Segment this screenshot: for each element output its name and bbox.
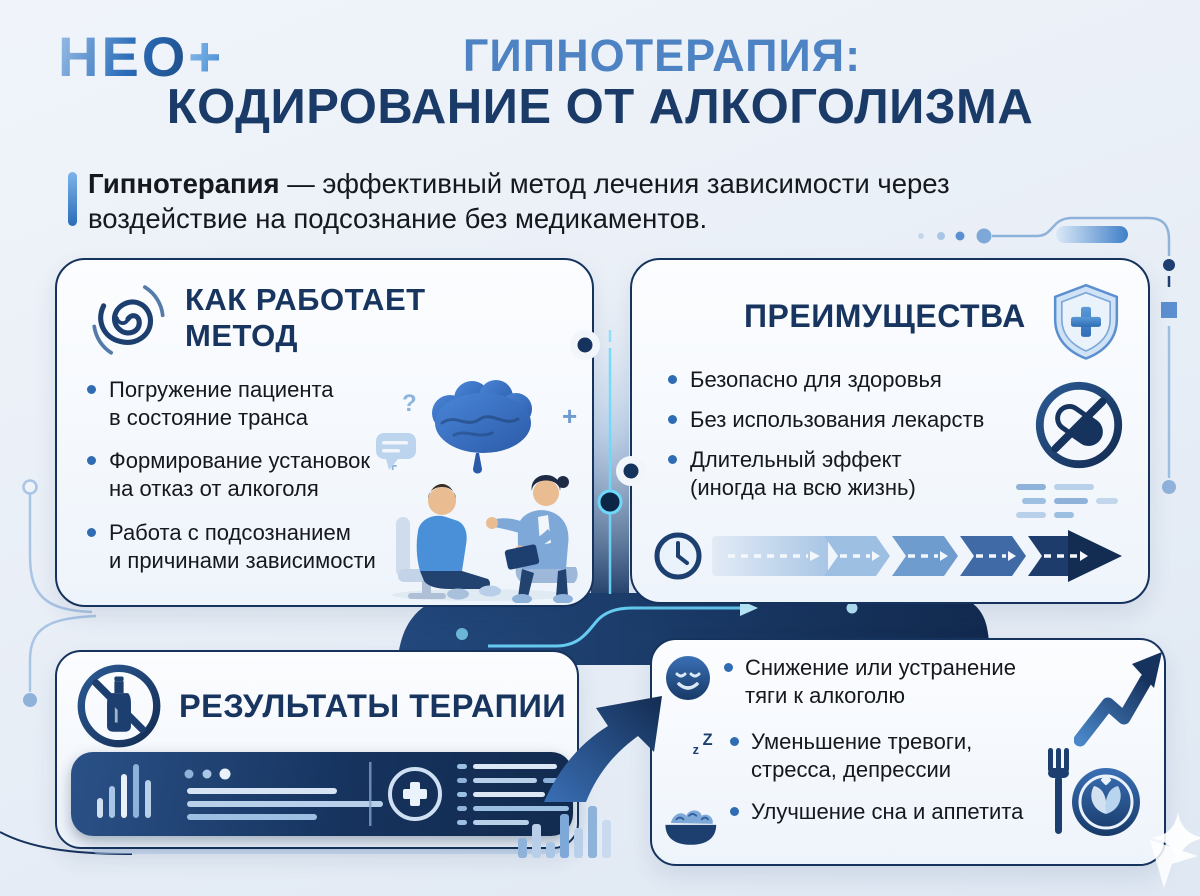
neo-plus-logo: НЕО+	[58, 24, 224, 89]
patient-figure	[416, 484, 501, 600]
sleep-z-small: z	[693, 743, 699, 757]
logo-plus: +	[188, 25, 225, 88]
advantages-bullet-2: Без использования лекарств	[690, 407, 985, 433]
no-pills-icon	[1035, 381, 1123, 469]
bar-chart-icon	[97, 764, 151, 818]
effect-text-anxiety: Уменьшение тревоги, стресса, депрессии	[730, 728, 972, 784]
list-item: Без использования лекарств	[668, 406, 1058, 434]
intro-term: Гипнотерапия	[88, 168, 280, 199]
effect-row-sleep-appetite: Улучшение сна и аппетита	[660, 798, 1023, 848]
progress-chevron-arrow	[712, 530, 1122, 582]
checklist-lines	[457, 764, 569, 825]
medical-dashboard-graphics	[97, 762, 569, 826]
question-mark-glyph: ?	[402, 390, 417, 417]
method-bullet-1: Погружение пациента в состояние транса	[109, 377, 334, 431]
method-panel-title: КАК РАБОТАЕТ МЕТОД	[185, 282, 426, 353]
therapist-figure	[486, 475, 578, 603]
duration-timeline	[652, 526, 1122, 586]
method-bullet-2: Формирование установок на отказ от алког…	[109, 448, 371, 502]
list-item: Безопасно для здоровья	[668, 366, 1058, 394]
list-item: Работа с подсознанием и причинами зависи…	[87, 519, 417, 575]
dashes-decoration	[1016, 484, 1118, 518]
plus-glyph-small: +	[388, 458, 397, 475]
panel-therapy-results: РЕЗУЛЬТАТЫ ТЕРАПИИ	[55, 650, 579, 849]
fork-plate-leaf-icon	[1048, 748, 1140, 836]
advantages-bullet-1: Безопасно для здоровья	[690, 367, 942, 392]
calm-face-icon	[666, 656, 710, 700]
upward-trend-icon	[1074, 652, 1162, 747]
intro-rest: — эффективный метод лечения зависимости …	[88, 168, 950, 234]
effect-row-anxiety: z Z Уменьшение тревоги, стресса, депресс…	[660, 728, 972, 784]
title-line-2: КОДИРОВАНИЕ ОТ АЛКОГОЛИЗМА	[166, 79, 1034, 134]
results-banner	[71, 752, 573, 836]
list-item: Погружение пациента в состояние транса	[87, 376, 417, 432]
advantages-bullet-3: Длительный эффект (иногда на всю жизнь)	[690, 447, 916, 501]
therapy-session-illustration: ? + +	[376, 380, 578, 603]
intro-text: Гипнотерапия — эффективный метод лечения…	[88, 167, 1038, 236]
results-panel-title: РЕЗУЛЬТАТЫ ТЕРАПИИ	[179, 688, 567, 724]
hypnosis-spiral-icon	[92, 285, 165, 355]
plus-glyph: +	[562, 401, 577, 431]
clock-icon	[654, 532, 702, 580]
intro-accent-bar	[68, 172, 77, 226]
list-item: Длительный эффект (иногда на всю жизнь)	[668, 446, 1058, 502]
panel-effects: Снижение или устранение тяги к алкоголю …	[650, 638, 1166, 866]
panel-how-method-works: КАК РАБОТАЕТ МЕТОД Погружение пациента в…	[55, 258, 594, 607]
shield-cross-icon	[1053, 283, 1119, 360]
no-alcohol-icon	[77, 664, 161, 748]
effect-text-craving: Снижение или устранение тяги к алкоголю	[724, 654, 1016, 710]
speech-bubble-icon	[376, 433, 416, 470]
plate-leaf-icon	[1072, 768, 1140, 836]
advantages-panel-title: ПРЕИМУЩЕСТВА	[744, 298, 1026, 334]
food-bowl-icon	[665, 810, 717, 845]
advantages-bullet-list: Безопасно для здоровья Без использования…	[668, 366, 1058, 515]
effect-row-craving: Снижение или устранение тяги к алкоголю	[664, 654, 1016, 710]
list-item: Формирование установок на отказ от алког…	[87, 447, 417, 503]
page-title: ГИПНОТЕРАПИЯ: КОДИРОВАНИЕ ОТ АЛКОГОЛИЗМА	[0, 30, 1200, 134]
panel-advantages: ПРЕИМУЩЕСТВА Безопасно для здоровья Без …	[630, 258, 1150, 604]
circle-plus-icon	[388, 767, 442, 821]
moon-sleep-icon: z Z	[669, 731, 713, 778]
tablet-icon	[504, 544, 540, 570]
effect-text-sleep: Улучшение сна и аппетита	[730, 798, 1023, 826]
fork-icon	[1048, 748, 1069, 834]
sleep-z-large: Z	[703, 731, 713, 749]
brain-icon	[432, 380, 532, 474]
method-bullet-3: Работа с подсознанием и причинами зависи…	[109, 519, 376, 573]
title-line-1: ГИПНОТЕРАПИЯ:	[462, 30, 862, 81]
method-bullet-list: Погружение пациента в состояние транса Ф…	[87, 376, 417, 590]
